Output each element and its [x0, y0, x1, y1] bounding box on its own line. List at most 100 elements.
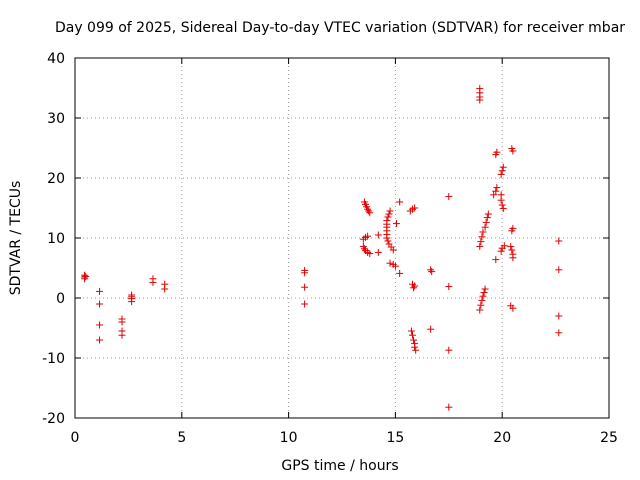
y-tick-label: -20 [42, 411, 65, 427]
data-point [364, 232, 372, 240]
data-point [445, 403, 453, 411]
data-point [499, 205, 507, 213]
x-tick-label: 10 [280, 430, 298, 446]
y-tick-label: 10 [47, 231, 65, 247]
data-point [493, 184, 501, 192]
data-point [476, 306, 484, 314]
x-axis-label: GPS time / hours [281, 458, 398, 474]
data-point [396, 269, 404, 277]
data-point [412, 346, 420, 354]
data-point [301, 283, 309, 291]
data-point [480, 289, 488, 297]
data-point [411, 282, 419, 290]
data-point [509, 224, 517, 232]
data-point [483, 214, 491, 222]
x-tick-label: 15 [386, 430, 404, 446]
x-tick-label: 5 [177, 430, 186, 446]
data-point [498, 167, 506, 175]
data-point [96, 287, 104, 295]
data-points [81, 85, 563, 411]
y-tick-label: 30 [47, 111, 65, 127]
data-point [374, 248, 382, 256]
data-point [481, 285, 489, 293]
data-point [498, 201, 506, 209]
y-tick-label: 40 [47, 51, 65, 67]
data-point [374, 231, 382, 239]
data-point [497, 170, 505, 178]
data-point [389, 246, 397, 254]
data-point [365, 207, 373, 215]
data-point [445, 193, 453, 201]
data-point [478, 296, 486, 304]
y-tick-label: -10 [42, 351, 65, 367]
data-point [407, 327, 415, 335]
data-point [82, 272, 90, 280]
data-point [497, 196, 505, 204]
data-point [427, 325, 435, 333]
data-point [476, 242, 484, 250]
data-point [477, 301, 485, 309]
data-point [96, 300, 104, 308]
plot-frame [74, 57, 610, 419]
data-point [479, 292, 487, 300]
data-point [391, 262, 399, 270]
data-point [508, 246, 516, 254]
data-point [149, 278, 157, 286]
data-point [478, 233, 486, 241]
data-point [301, 269, 309, 277]
data-point [509, 304, 517, 312]
data-point [509, 147, 517, 155]
y-tick-label: 20 [47, 171, 65, 187]
data-point [410, 336, 418, 344]
data-point [477, 238, 485, 246]
data-point [411, 204, 419, 212]
data-point [392, 220, 400, 228]
data-point [411, 343, 419, 351]
y-tick-label: 0 [56, 291, 65, 307]
data-point [445, 346, 453, 354]
data-point [384, 213, 392, 221]
data-point [383, 234, 391, 242]
data-point [128, 298, 136, 306]
chart-title: Day 099 of 2025, Sidereal Day-to-day VTE… [55, 20, 625, 36]
data-point [492, 187, 500, 195]
x-tick-label: 25 [600, 430, 618, 446]
data-point [360, 245, 368, 253]
data-point [555, 266, 563, 274]
data-point [386, 207, 394, 215]
data-point [492, 256, 500, 264]
data-point [479, 228, 487, 236]
x-tick-label: 20 [493, 430, 511, 446]
data-point [384, 237, 392, 245]
data-point [96, 336, 104, 344]
data-point [396, 198, 404, 206]
data-point [118, 331, 126, 339]
data-point [490, 191, 498, 199]
data-point [445, 283, 453, 291]
data-point [509, 254, 517, 262]
data-point [408, 331, 416, 339]
grid [75, 58, 609, 418]
data-point [385, 210, 393, 218]
data-point [484, 210, 492, 218]
tick-labels: 0 5 10 15 20 25 -20 -10 0 10 20 30 40 [42, 51, 618, 446]
data-point [364, 205, 372, 213]
data-point [497, 247, 505, 255]
data-point [118, 318, 126, 326]
data-point [410, 284, 418, 292]
data-point [500, 242, 508, 250]
data-point [301, 300, 309, 308]
data-point [366, 250, 374, 258]
data-point [499, 163, 507, 171]
data-point [482, 218, 490, 226]
data-point [555, 329, 563, 337]
data-point [481, 223, 489, 231]
data-point [427, 266, 435, 274]
x-tick-label: 0 [71, 430, 80, 446]
y-axis-label: SDTVAR / TECUs [8, 181, 24, 296]
data-point [492, 151, 500, 159]
data-point [507, 242, 515, 250]
data-point [161, 285, 169, 293]
data-point [366, 209, 374, 217]
